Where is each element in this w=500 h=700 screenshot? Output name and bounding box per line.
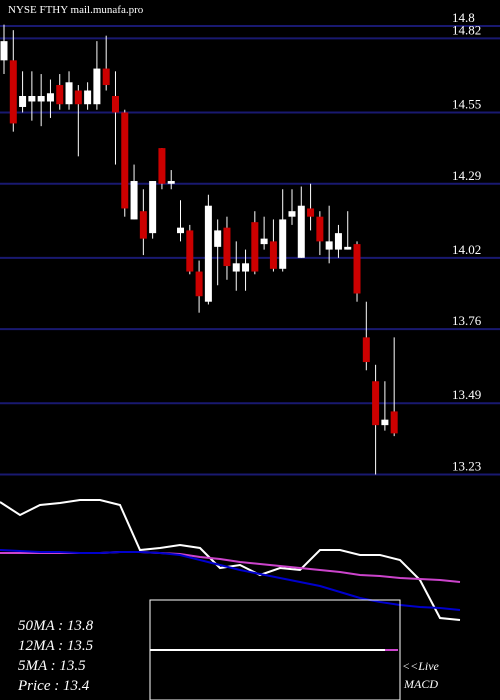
y-tick-label: 13.49: [452, 387, 481, 402]
candle-body: [37, 96, 45, 102]
max-label: 14.8: [452, 10, 475, 25]
candle-body: [139, 211, 147, 239]
candle-body: [288, 211, 296, 217]
candle-body: [204, 205, 212, 302]
y-tick-label: 14.02: [452, 242, 481, 257]
candle-body: [372, 381, 380, 426]
candle-body: [130, 181, 138, 220]
y-tick-label: 14.29: [452, 168, 481, 183]
candle-body: [177, 227, 185, 234]
live-label: <<Live: [402, 659, 440, 673]
y-tick-label: 14.82: [452, 22, 481, 37]
candle-body: [167, 181, 175, 184]
candle-body: [186, 230, 194, 272]
candle-body: [362, 337, 370, 363]
macd-label: MACD: [403, 677, 438, 691]
candle-body: [334, 233, 342, 250]
candle-body: [195, 271, 203, 297]
candle-body: [260, 238, 268, 245]
series-line: [0, 549, 461, 611]
indicator-label: 5MA : 13.5: [18, 658, 86, 674]
candle-body: [307, 208, 315, 217]
candle-body: [223, 227, 231, 267]
candle-body: [269, 241, 277, 269]
candle-body: [279, 219, 287, 269]
candle-body: [84, 90, 92, 105]
candle-body: [19, 96, 27, 107]
candle-body: [316, 216, 324, 242]
candle-body: [297, 205, 305, 258]
candle-body: [46, 93, 54, 102]
indicator-label: Price : 13.4: [17, 678, 90, 694]
candle-body: [65, 82, 73, 105]
y-tick-label: 13.23: [452, 459, 481, 474]
candle-body: [353, 244, 361, 294]
candle-body: [9, 60, 17, 124]
indicator-label: 50MA : 13.8: [18, 618, 94, 634]
candle-body: [0, 41, 8, 61]
candle-body: [214, 230, 222, 247]
candle-body: [325, 241, 333, 250]
candle-body: [111, 96, 119, 113]
y-tick-label: 14.55: [452, 96, 481, 111]
candle-body: [344, 246, 352, 250]
candle-body: [102, 68, 110, 86]
candle-body: [251, 222, 259, 272]
candle-body: [390, 411, 398, 434]
candle-body: [242, 263, 250, 272]
candle-body: [56, 85, 64, 105]
chart-title: NYSE FTHY mail.munafa.pro: [8, 4, 144, 16]
candle-body: [28, 96, 36, 102]
candle-body: [121, 112, 129, 209]
candle-body: [93, 68, 101, 105]
candle-body: [158, 148, 166, 184]
y-tick-label: 13.76: [452, 313, 482, 328]
candle-body: [232, 263, 240, 272]
candle-body: [381, 419, 389, 426]
candle-body: [74, 90, 82, 105]
indicator-label: 12MA : 13.5: [18, 638, 94, 654]
candle-body: [149, 181, 157, 234]
